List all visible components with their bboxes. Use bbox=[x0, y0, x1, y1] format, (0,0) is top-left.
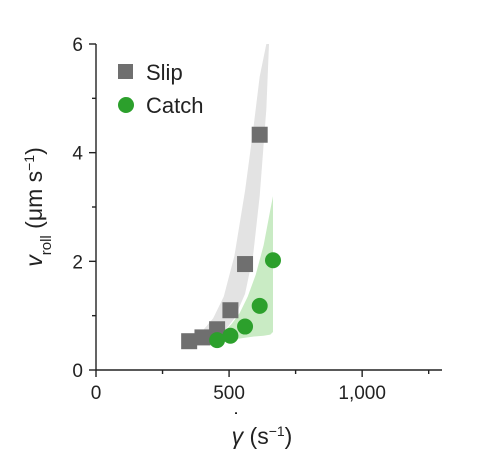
x-tick-label: 1,000 bbox=[338, 383, 386, 404]
legend-catch-label: Catch bbox=[146, 93, 203, 118]
catch-point bbox=[264, 252, 281, 269]
slip-point bbox=[194, 329, 211, 346]
catch-point bbox=[237, 318, 254, 335]
legend: Slip Catch bbox=[118, 60, 203, 118]
x-axis-title: γ (s−1) bbox=[232, 423, 293, 449]
x-axis-symbol-dot: ˙ bbox=[234, 410, 241, 432]
confidence-bands bbox=[195, 44, 273, 343]
legend-slip-label: Slip bbox=[146, 60, 183, 85]
y-axis-unit-close: ) bbox=[21, 147, 47, 155]
y-axis-symbol: v bbox=[21, 254, 47, 267]
slip-point bbox=[251, 126, 268, 143]
catch-point bbox=[209, 332, 226, 349]
legend-catch-marker bbox=[118, 97, 134, 113]
data-points bbox=[181, 126, 281, 350]
y-axis-title: vroll (μm s−1) bbox=[21, 147, 55, 267]
x-axis-unit-exponent: −1 bbox=[269, 423, 285, 439]
y-tick-label: 6 bbox=[72, 35, 83, 56]
catch-point bbox=[222, 327, 239, 344]
y-axis-unit-open: (μm s bbox=[21, 171, 47, 235]
y-tick-label: 2 bbox=[72, 252, 83, 273]
x-axis-symbol: γ bbox=[232, 423, 245, 449]
legend-slip-marker bbox=[118, 64, 133, 79]
x-tick-label: 500 bbox=[213, 383, 245, 404]
catch-point bbox=[251, 297, 268, 314]
x-axis-unit-open: (s bbox=[243, 423, 269, 449]
band-slip bbox=[195, 44, 269, 343]
slip-point bbox=[237, 256, 254, 273]
y-axis-unit-exponent: −1 bbox=[21, 155, 37, 171]
slip-point bbox=[222, 302, 239, 319]
y-tick-label: 4 bbox=[72, 144, 83, 165]
y-tick-label: 0 bbox=[72, 361, 83, 382]
x-tick-label: 0 bbox=[91, 383, 102, 404]
slip-point bbox=[181, 333, 198, 350]
x-axis-unit-close: ) bbox=[285, 423, 293, 449]
ticks: 0 2 4 6 0 500 1,000 bbox=[72, 35, 430, 404]
y-axis-subscript: roll bbox=[38, 235, 55, 255]
